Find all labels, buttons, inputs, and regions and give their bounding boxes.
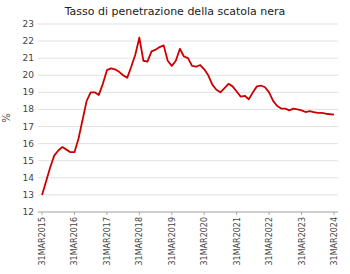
y-tick-label: 12 (23, 207, 34, 217)
y-axis-label: % (1, 113, 12, 123)
y-tick-label: 17 (23, 122, 34, 132)
x-tick-label: 31MAR2017 (103, 217, 112, 265)
y-tick-label: 21 (23, 53, 34, 63)
x-tick (74, 212, 75, 215)
line (42, 38, 334, 195)
y-tick-label: 22 (23, 36, 34, 46)
y-tick-label: 18 (23, 104, 35, 114)
grid-line (38, 143, 338, 144)
y-tick-label: 15 (23, 156, 34, 166)
y-tick-label: 23 (23, 19, 34, 29)
x-tick (333, 212, 334, 215)
grid-line (38, 212, 338, 213)
grid-line (38, 160, 338, 161)
x-tick (236, 212, 237, 215)
x-tick-label: 31MAR2018 (135, 217, 144, 265)
x-tick (42, 212, 43, 215)
grid-line (38, 177, 338, 178)
x-axis-line (38, 212, 338, 213)
x-tick (139, 212, 140, 215)
x-tick (171, 212, 172, 215)
grid-line (38, 75, 338, 76)
x-tick-label: 31MAR2019 (168, 217, 177, 265)
y-grid (38, 24, 338, 212)
x-tick (106, 212, 107, 215)
x-tick-label: 31MAR2021 (233, 217, 242, 265)
chart: Tasso di penetrazione della scatola nera… (0, 0, 350, 274)
y-tick-label: 20 (23, 70, 35, 80)
grid-line (38, 41, 338, 42)
x-tick-label: 31MAR2022 (265, 217, 274, 265)
y-tick-label: 16 (23, 139, 35, 149)
y-tick-label: 13 (23, 190, 34, 200)
grid-line (38, 24, 338, 25)
x-tick (301, 212, 302, 215)
x-tick-label: 31MAR2020 (200, 217, 209, 265)
y-tick-label: 19 (23, 87, 35, 97)
x-tick-label: 31MAR2024 (330, 217, 339, 265)
x-tick (269, 212, 270, 215)
plot-area (42, 38, 334, 195)
grid-line (38, 126, 338, 127)
grid-line (38, 92, 338, 93)
x-tick-label: 31MAR2016 (70, 217, 79, 265)
title: Tasso di penetrazione della scatola nera (64, 5, 286, 18)
x-tick (204, 212, 205, 215)
y-tick-label: 14 (23, 173, 35, 183)
grid-line (38, 194, 338, 195)
x-tick-label: 31MAR2023 (298, 217, 307, 265)
x-tick-label: 31MAR2015 (38, 217, 47, 265)
